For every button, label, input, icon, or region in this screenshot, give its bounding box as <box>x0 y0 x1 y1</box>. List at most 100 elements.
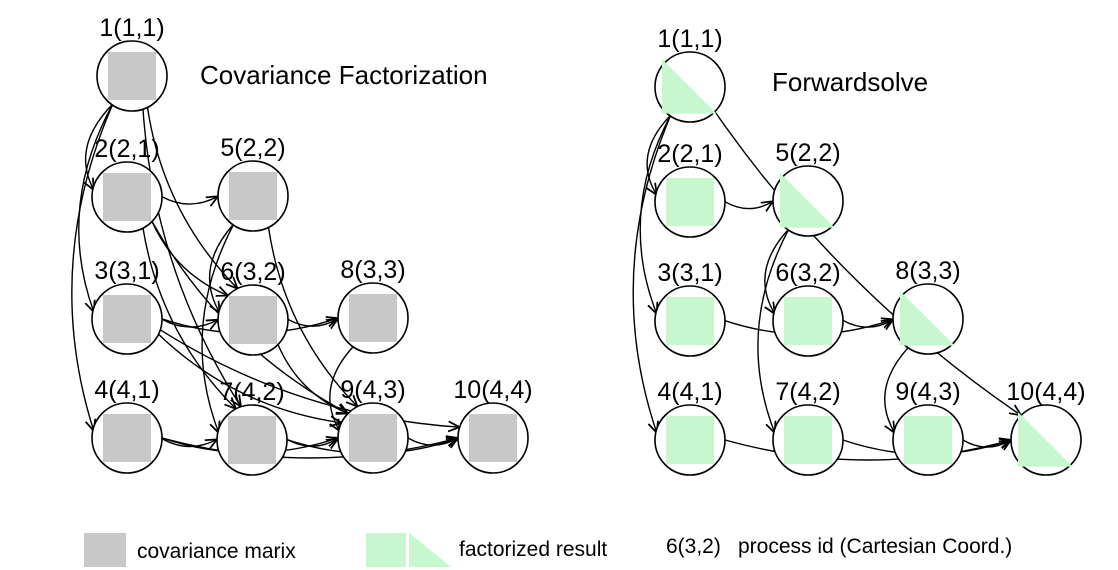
node-2-label: 2(2,1) <box>94 135 159 163</box>
edge-4-to-10 <box>161 438 458 459</box>
legend-factorized-square-swatch <box>366 533 406 567</box>
node-4: 4(4,1) <box>91 376 163 474</box>
node-7-label: 7(4,2) <box>775 378 840 406</box>
left-title: Covariance Factorization <box>200 60 488 90</box>
node-9-block <box>904 416 952 464</box>
right-nodes: 1(1,1) 2(2,1) 5(2,2) 3(3,1) 6(3,2) 8(3,3) 4(4,… <box>654 25 1086 476</box>
node-6-block <box>784 297 832 345</box>
node-8-label: 8(3,3) <box>340 256 405 284</box>
node-10-block <box>469 414 517 462</box>
edge-6-to-8 <box>842 320 893 328</box>
edge-1-to-6 <box>146 107 238 288</box>
node-2-block <box>666 178 714 226</box>
node-1: 1(1,1) <box>654 25 726 123</box>
node-4-block <box>666 416 714 464</box>
node-8-triangle <box>900 291 955 346</box>
node-5: 5(2,2) <box>772 139 844 237</box>
node-3: 3(3,1) <box>91 257 163 355</box>
node-3-block <box>103 295 151 343</box>
node-7-label: 7(4,2) <box>219 378 284 406</box>
node-5-triangle <box>780 173 835 228</box>
edge-1-to-10 <box>714 111 1021 416</box>
forwardsolve-graph: Forwardsolve 1(1,1) 2(2,1) 5(2,2) 3(3,1) 6(3… <box>632 25 1086 476</box>
left-nodes: 1(1,1) 2(2,1) 5(2,2) 3(3,1) 6(3,2) 8(3,3) 4(4,… <box>91 14 533 476</box>
node-2-label: 2(2,1) <box>657 140 722 168</box>
node-3-label: 3(3,1) <box>657 259 722 287</box>
edge-1-to-2 <box>647 114 672 195</box>
legend-process-example: 6(3,2) <box>666 535 721 558</box>
node-6: 6(3,2) <box>772 259 844 357</box>
node-10: 10(4,4) <box>453 376 533 474</box>
legend-factorized-triangle-swatch <box>409 533 451 567</box>
node-3-block <box>666 297 714 345</box>
node-10-triangle <box>1018 412 1073 467</box>
node-8: 8(3,3) <box>337 256 409 354</box>
node-5: 5(2,2) <box>217 134 289 232</box>
node-9: 9(4,3) <box>892 378 964 476</box>
edge-2-to-6 <box>151 221 228 295</box>
edge-4-to-10 <box>724 440 1011 461</box>
node-4-label: 4(4,1) <box>94 376 159 404</box>
node-4-label: 4(4,1) <box>657 378 722 406</box>
node-3: 3(3,1) <box>654 259 726 357</box>
node-6-label: 6(3,2) <box>220 258 285 286</box>
node-9-label: 9(4,3) <box>895 378 960 406</box>
edge-5-to-6 <box>208 223 235 313</box>
node-8-block <box>349 294 397 342</box>
node-6: 6(3,2) <box>217 258 289 356</box>
node-1: 1(1,1) <box>96 14 168 112</box>
edge-3-to-10 <box>159 329 459 427</box>
legend-process-label: process id (Cartesian Coord.) <box>738 535 1012 558</box>
node-10: 10(4,4) <box>1006 378 1086 476</box>
edge-1-to-4 <box>71 103 114 431</box>
edge-1-to-2 <box>86 103 114 190</box>
edge-4-to-7 <box>161 437 217 447</box>
edge-2-to-5 <box>161 196 218 204</box>
edge-8-to-9 <box>330 345 355 431</box>
node-1-label: 1(1,1) <box>657 25 722 53</box>
edge-9-to-10 <box>962 440 1011 447</box>
right-title: Forwardsolve <box>772 67 928 97</box>
node-6-block <box>229 296 277 344</box>
node-4: 4(4,1) <box>654 378 726 476</box>
node-5-label: 5(2,2) <box>775 139 840 167</box>
edge-2-to-5 <box>724 201 773 208</box>
legend: covariance marix factorized result 6(3,2… <box>84 533 1012 567</box>
edge-2-to-7 <box>142 227 236 409</box>
node-2: 2(2,1) <box>91 135 163 233</box>
node-9-label: 9(4,3) <box>340 376 405 404</box>
node-1-label: 1(1,1) <box>99 14 164 42</box>
node-6-label: 6(3,2) <box>775 259 840 287</box>
edge-6-to-9 <box>277 344 348 414</box>
node-8-label: 8(3,3) <box>895 257 960 285</box>
edge-6-to-8 <box>287 319 338 327</box>
node-1-triangle <box>662 59 717 114</box>
edge-9-to-10 <box>407 438 458 445</box>
node-9: 9(4,3) <box>337 376 409 474</box>
node-10-label: 10(4,4) <box>453 376 532 404</box>
node-7-block <box>784 416 832 464</box>
edge-5-to-7 <box>757 228 790 433</box>
node-10-label: 10(4,4) <box>1006 378 1085 406</box>
node-7: 7(4,2) <box>772 378 844 476</box>
edge-8-to-9 <box>884 346 910 433</box>
node-2: 2(2,1) <box>654 140 726 238</box>
node-7: 7(4,2) <box>216 378 288 476</box>
edge-3-to-6 <box>161 319 218 327</box>
node-7-block <box>228 416 276 464</box>
legend-covariance-label: covariance marix <box>137 540 296 563</box>
covariance-factorization-graph: Covariance Factorization 1(1,1) 2(2,1) 5(2… <box>71 14 533 476</box>
edge-1-to-7 <box>142 109 241 407</box>
node-5-block <box>229 172 277 220</box>
node-8: 8(3,3) <box>892 257 964 355</box>
edge-1-to-4 <box>632 114 672 433</box>
edge-5-to-6 <box>765 228 790 314</box>
node-5-label: 5(2,2) <box>220 134 285 162</box>
node-3-label: 3(3,1) <box>94 257 159 285</box>
node-4-block <box>103 414 151 462</box>
legend-factorized-label: factorized result <box>459 538 607 561</box>
edge-3-to-9 <box>158 333 342 423</box>
node-9-block <box>349 414 397 462</box>
legend-covariance-swatch <box>84 533 126 567</box>
